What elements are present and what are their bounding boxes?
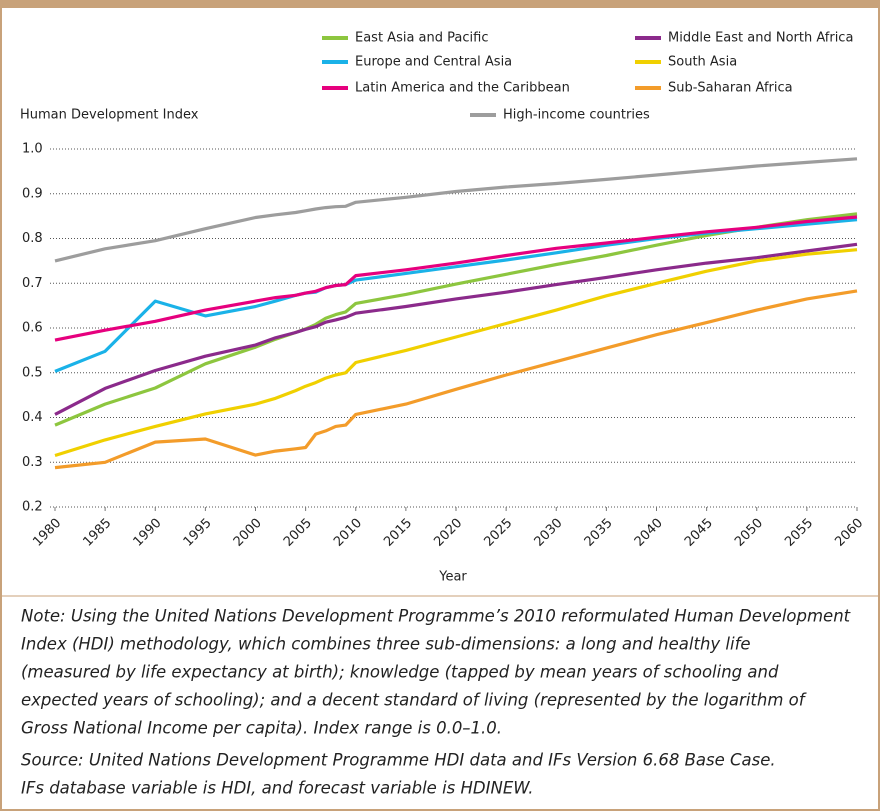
x-tick-label: 2025: [481, 516, 515, 550]
x-tick-label: 2000: [231, 516, 265, 550]
y-tick-label: 0.9: [22, 186, 43, 201]
x-tick-label: 2055: [782, 516, 816, 550]
series-line: [54, 218, 858, 373]
x-tick-label: 1980: [30, 516, 64, 550]
x-tick-label: 2015: [381, 516, 415, 550]
y-tick-label: 0.8: [22, 231, 43, 246]
series-line: [54, 212, 858, 427]
y-tick-label: 0.6: [22, 321, 43, 336]
series-line: [54, 248, 858, 458]
legend-label: South Asia: [668, 55, 737, 70]
x-tick-label: 2045: [682, 516, 716, 550]
x-tick-label: 1995: [181, 516, 215, 550]
x-tick-label: 2050: [732, 516, 766, 550]
note-line: Gross National Income per capita). Index…: [21, 719, 502, 738]
y-axis-title: Human Development Index: [20, 108, 199, 123]
y-tick-label: 0.3: [22, 455, 43, 470]
source-line: IFs database variable is HDI, and foreca…: [21, 779, 533, 798]
x-tick-label: 2020: [431, 516, 465, 550]
legend-label: Latin America and the Caribbean: [355, 81, 570, 96]
legend-label: East Asia and Pacific: [355, 31, 488, 46]
x-tick-label: 2005: [281, 516, 315, 550]
x-tick-label: 2010: [331, 516, 365, 550]
x-tick-label: 2030: [532, 516, 566, 550]
y-tick-label: 0.7: [22, 276, 43, 291]
frame-left: [0, 0, 2, 811]
x-tick-label: 1985: [80, 516, 114, 550]
y-tick-label: 1.0: [22, 142, 43, 157]
legend-label: Middle East and North Africa: [668, 31, 853, 46]
y-tick-label: 0.2: [22, 500, 43, 515]
x-tick-label: 2040: [632, 516, 666, 550]
series-line: [54, 215, 858, 342]
note-line: Note: Using the United Nations Developme…: [21, 607, 851, 626]
x-tick-label: 2035: [582, 516, 616, 550]
legend-label: Europe and Central Asia: [355, 55, 512, 70]
source-line: Source: United Nations Development Progr…: [21, 751, 776, 770]
x-tick-label: 2060: [832, 516, 866, 550]
legend-label: Sub-Saharan Africa: [668, 81, 793, 96]
y-tick-label: 0.5: [22, 365, 43, 380]
note-line: expected years of schooling); and a dece…: [21, 691, 807, 710]
note-line: (measured by life expectancy at birth); …: [21, 663, 779, 682]
note-line: Index (HDI) methodology, which combines …: [21, 635, 751, 654]
series-line: [54, 289, 858, 470]
frame-top: [0, 0, 880, 8]
x-tick-label: 1990: [131, 516, 165, 550]
frame-bottom: [0, 809, 880, 811]
x-axis-title: Year: [438, 570, 467, 585]
frame-right: [878, 0, 880, 811]
legend-label: High-income countries: [503, 108, 650, 123]
series-line: [54, 242, 858, 416]
series-line: [54, 157, 858, 263]
y-tick-label: 0.4: [22, 410, 43, 425]
